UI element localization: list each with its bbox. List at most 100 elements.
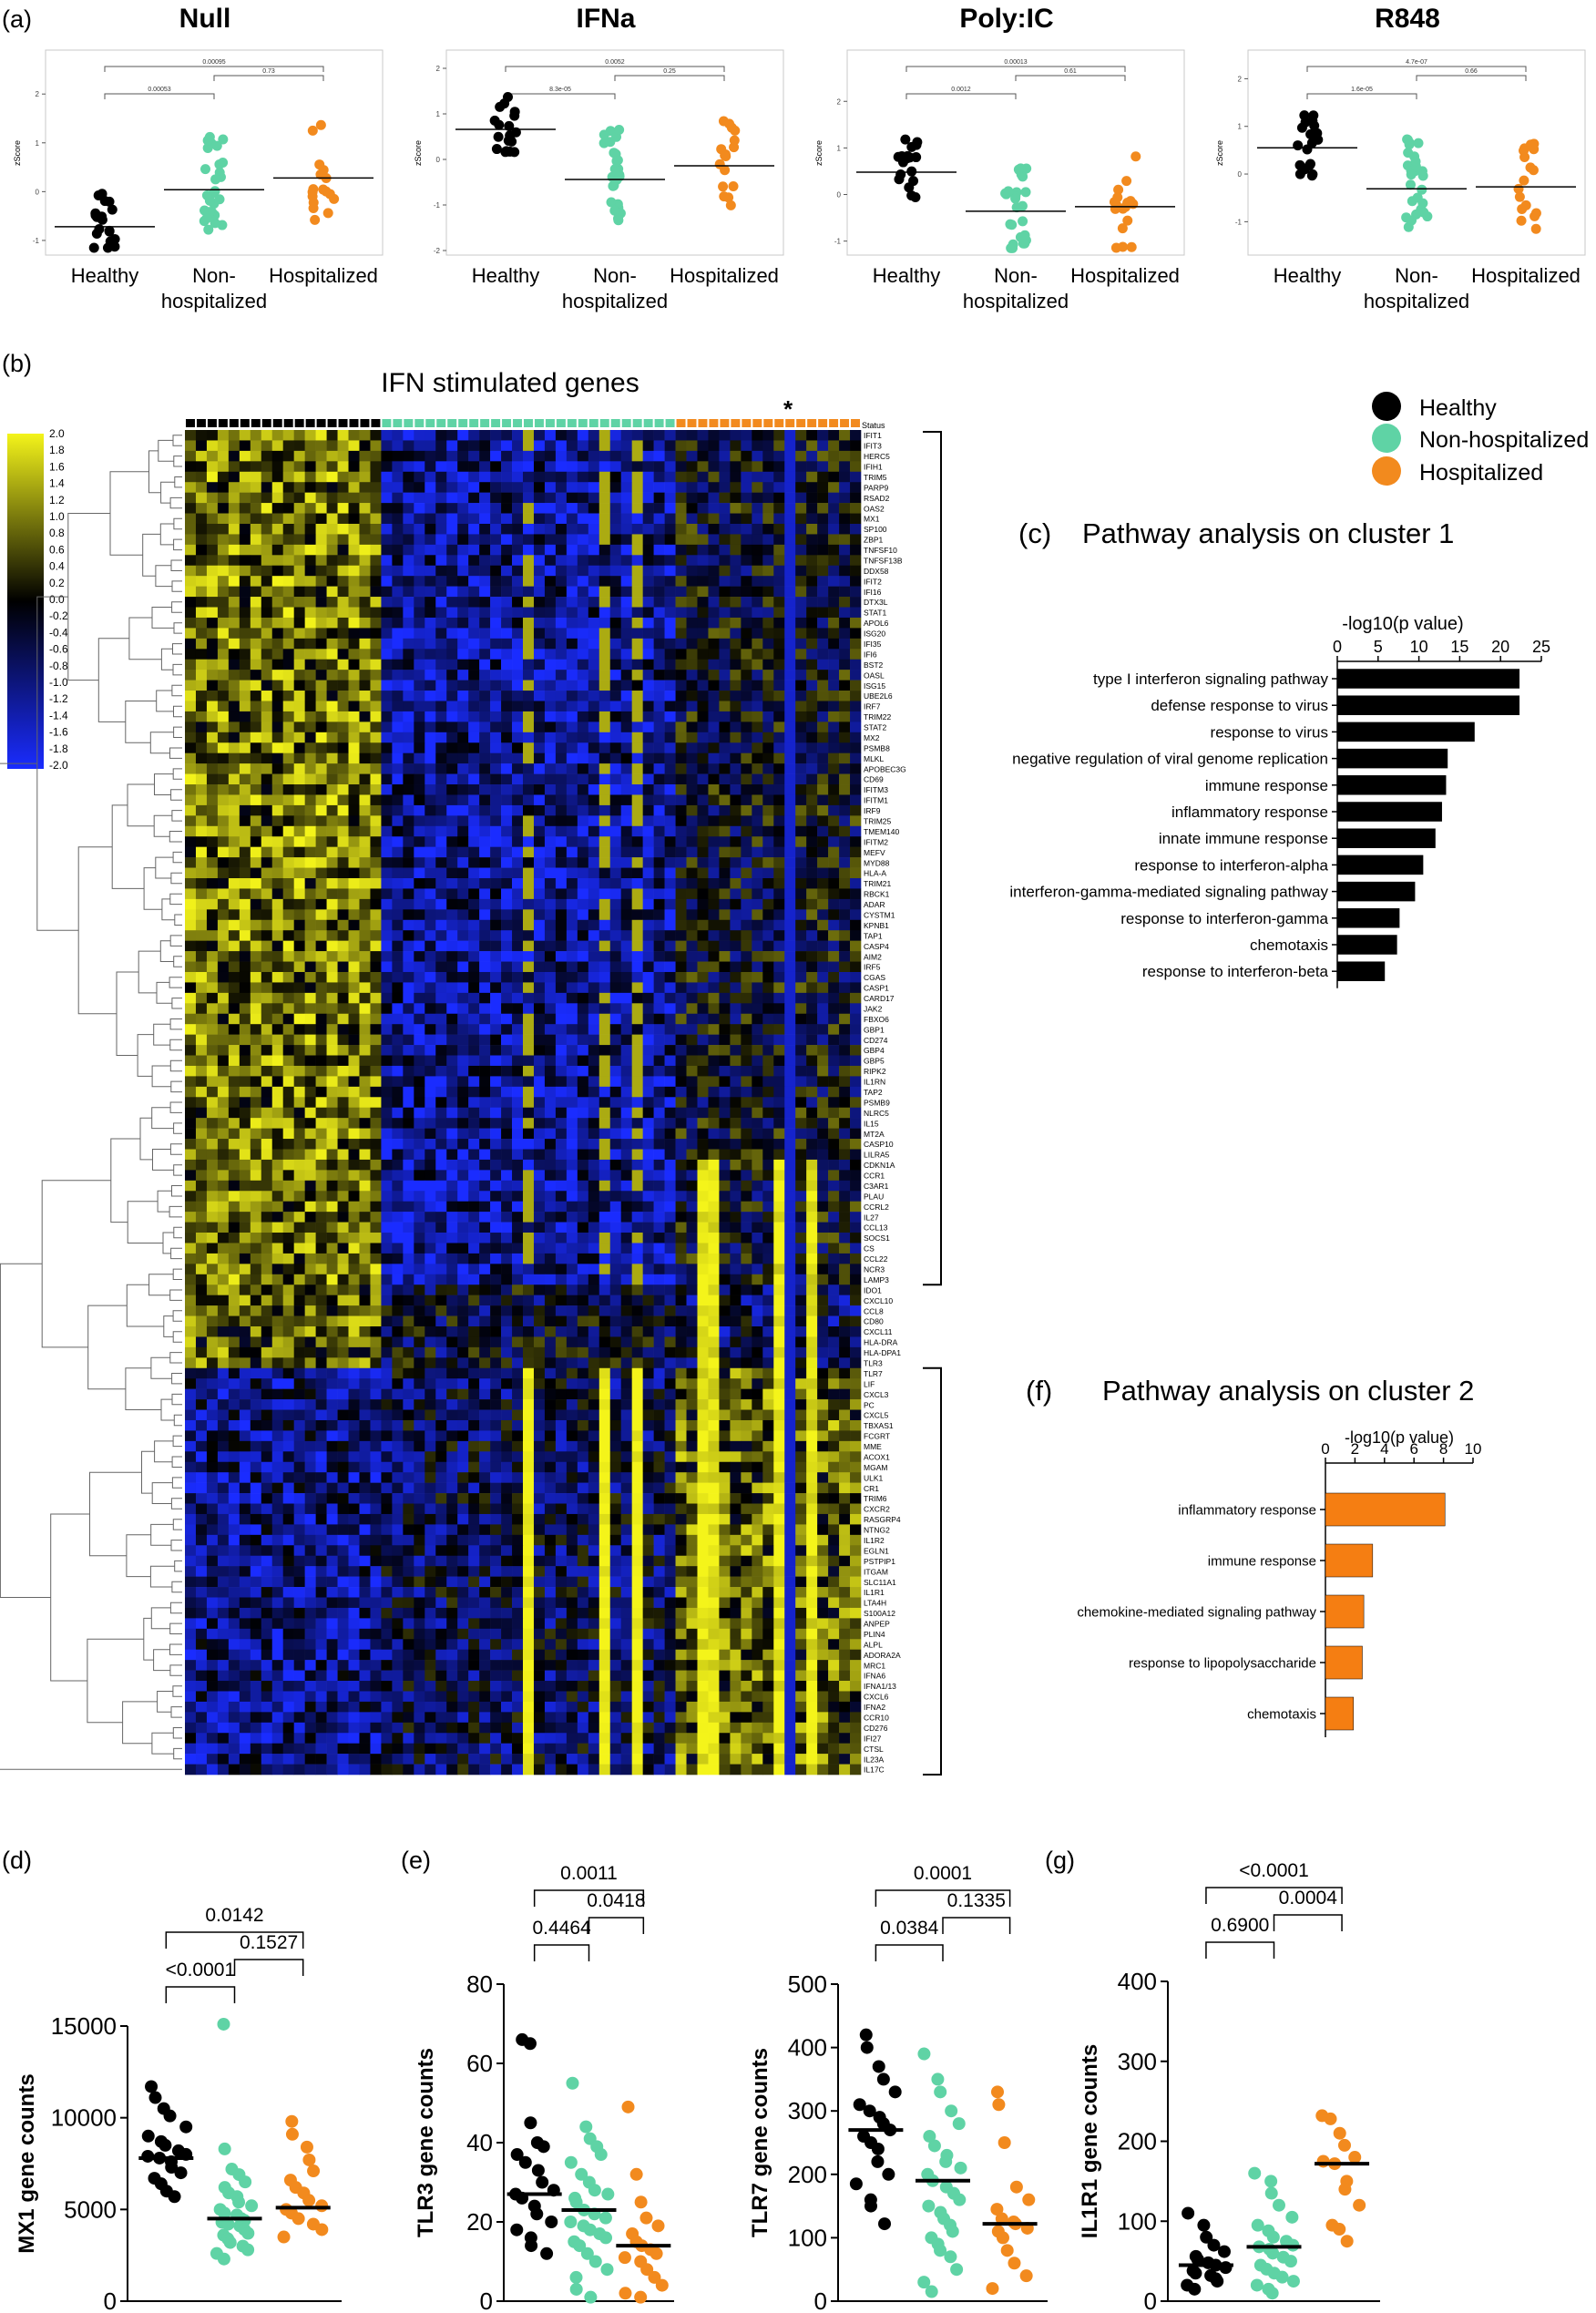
heatmap-cell	[697, 1128, 709, 1140]
heatmap-cell	[664, 1149, 676, 1161]
heatmap-cell	[479, 919, 491, 931]
heatmap-cell	[773, 1128, 785, 1140]
heatmap-cell	[773, 503, 785, 514]
heatmap-cell	[261, 670, 273, 681]
heatmap-cell	[544, 722, 557, 733]
heatmap-cell	[381, 503, 393, 514]
heatmap-cell	[326, 867, 338, 879]
heatmap-cell	[850, 1118, 862, 1129]
heatmap-cell	[631, 1024, 643, 1035]
heatmap-cell	[642, 1128, 654, 1140]
heatmap-cell	[620, 951, 632, 962]
heatmap-cell	[588, 534, 600, 546]
heatmap-cell	[282, 461, 294, 473]
heatmap-cell	[577, 461, 589, 473]
heatmap-cell	[697, 1139, 709, 1150]
scale-tick-label: -0.6	[49, 643, 68, 656]
heatmap-cell	[631, 523, 643, 535]
heatmap-cell	[337, 951, 349, 962]
heatmap-cell	[620, 513, 632, 525]
heatmap-cell	[523, 951, 535, 962]
heatmap-cell	[479, 597, 491, 608]
heatmap-cell	[566, 701, 578, 712]
heatmap-cell	[642, 804, 654, 816]
heatmap-cell	[730, 742, 742, 753]
heatmap-cell	[293, 617, 305, 629]
panel-a-dot	[502, 92, 513, 103]
heatmap-cell	[468, 794, 480, 806]
heatmap-cell	[425, 930, 436, 941]
heatmap-cell	[425, 1128, 436, 1140]
heatmap-cell	[523, 586, 535, 598]
heatmap-cell	[653, 1128, 665, 1140]
heatmap-cell	[326, 513, 338, 525]
heatmap-cell	[217, 586, 230, 598]
heatmap-cell	[239, 565, 251, 577]
heatmap-cell	[588, 1128, 600, 1140]
heatmap-cell	[217, 1170, 230, 1182]
heatmap-cell	[566, 804, 578, 816]
heatmap-cell	[414, 1128, 425, 1140]
heatmap-cell	[501, 1107, 513, 1119]
dendrogram-branch	[160, 648, 173, 670]
heatmap-cell	[806, 794, 818, 806]
heatmap-cell	[239, 544, 251, 556]
heatmap-cell	[348, 1034, 360, 1046]
heatmap-cell	[359, 586, 371, 598]
heatmap-cell	[577, 482, 589, 493]
heatmap-cell	[348, 1055, 360, 1067]
heatmap-cell	[577, 846, 589, 858]
heatmap-cell	[217, 565, 230, 577]
heatmap-cell	[675, 1097, 687, 1109]
heatmap-cell	[468, 878, 480, 889]
heatmap-cell	[533, 1003, 546, 1015]
heatmap-cell	[370, 982, 382, 994]
heatmap-cell	[337, 1055, 349, 1067]
heatmap-cell	[686, 576, 698, 587]
heatmap-cell	[806, 576, 818, 587]
heatmap-cell	[730, 732, 742, 743]
heatmap-cell	[304, 701, 316, 712]
heatmap-cell	[686, 857, 698, 868]
panel-a-dot	[1020, 187, 1031, 198]
heatmap-cell	[631, 628, 643, 640]
heatmap-cell	[512, 763, 524, 774]
dendrogram-branch	[171, 998, 182, 1009]
panel-a-dot	[730, 125, 741, 136]
heatmap-cell	[185, 670, 197, 681]
dendrogram-branch	[41, 1180, 111, 1348]
heatmap-cell	[414, 503, 425, 514]
heatmap-cell	[282, 1107, 294, 1119]
heatmap-cell	[457, 909, 469, 921]
heatmap-cell	[664, 680, 676, 691]
heatmap-cell	[446, 784, 458, 795]
heatmap-cell	[195, 732, 208, 743]
heatmap-cell	[403, 971, 414, 983]
heatmap-cell	[239, 763, 251, 774]
heatmap-cell	[217, 607, 230, 619]
heatmap-cell	[642, 1086, 654, 1098]
heatmap-cell	[282, 503, 294, 514]
heatmap-cell	[533, 628, 546, 640]
heatmap-cell	[293, 722, 305, 733]
heatmap-cell	[609, 565, 622, 577]
heatmap-cell	[784, 1107, 796, 1119]
heatmap-cell	[195, 773, 208, 785]
heatmap-cell	[588, 742, 600, 753]
dendrogram-branch	[0, 762, 37, 1431]
heatmap-cell	[370, 597, 382, 608]
heatmap-cell	[577, 680, 589, 691]
panel-a-dot	[1018, 238, 1028, 249]
heatmap-cell	[250, 982, 262, 994]
heatmap-cell	[544, 909, 557, 921]
heatmap-cell	[195, 670, 208, 681]
heatmap-cell	[490, 773, 502, 785]
heatmap-cell	[577, 1013, 589, 1025]
heatmap-cell	[370, 440, 382, 452]
dendrogram-branch	[169, 496, 182, 509]
heatmap-cell	[403, 586, 414, 598]
heatmap-cell	[282, 430, 294, 441]
heatmap-cell	[631, 534, 643, 546]
heatmap-cell	[282, 544, 294, 556]
heatmap-cell	[435, 784, 447, 795]
